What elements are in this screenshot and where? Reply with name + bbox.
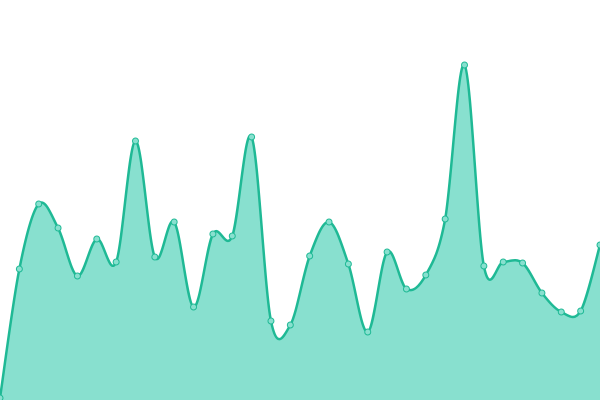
point [557, 308, 565, 316]
point [190, 303, 198, 311]
point [441, 215, 449, 223]
point [267, 317, 275, 325]
point [15, 265, 23, 273]
point [402, 285, 410, 293]
point [209, 230, 217, 238]
point [286, 321, 294, 329]
point [383, 248, 391, 256]
point [35, 200, 43, 208]
point [325, 218, 333, 226]
area [0, 64, 600, 400]
point [538, 289, 546, 297]
point [0, 394, 4, 400]
point [596, 241, 600, 249]
point [170, 218, 178, 226]
point [151, 253, 159, 261]
point [93, 235, 101, 243]
point [73, 272, 81, 280]
point [364, 328, 372, 336]
point [112, 258, 120, 266]
point [480, 262, 488, 270]
point [131, 137, 139, 145]
point [228, 232, 236, 240]
point [54, 224, 62, 232]
point [461, 61, 469, 69]
point [499, 258, 507, 266]
point [519, 259, 527, 267]
point [306, 252, 314, 260]
point [422, 271, 430, 279]
point [577, 307, 585, 315]
point [344, 260, 352, 268]
point [248, 133, 256, 141]
